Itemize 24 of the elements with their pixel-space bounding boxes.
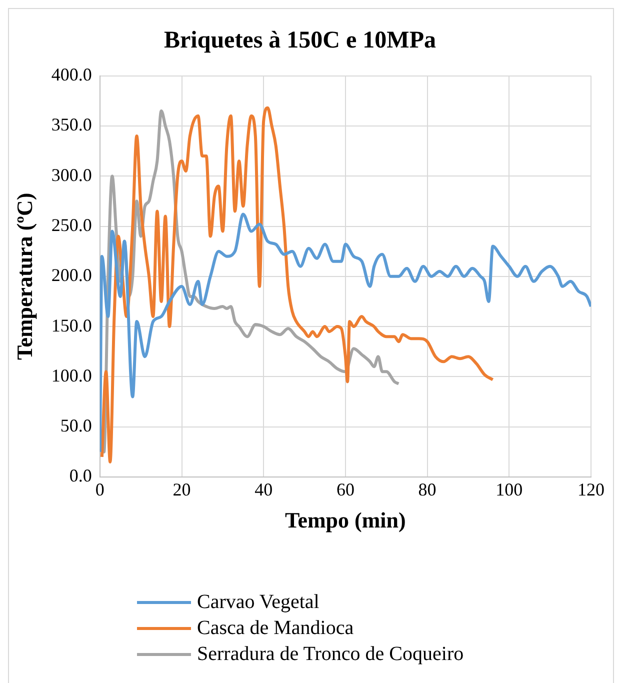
y-tick-label: 250.0: [51, 214, 92, 235]
y-tick-label: 100.0: [51, 365, 92, 386]
y-tick-label: 300.0: [51, 164, 92, 185]
chart-title: Briquetes à 150C e 10MPa: [164, 28, 436, 54]
line-series: [100, 212, 591, 454]
x-tick-label: 60: [336, 480, 354, 500]
y-tick-label: 200.0: [51, 265, 92, 286]
legend-label: Casca de Mandioca: [197, 616, 354, 640]
legend-label: Serradura de Tronco de Coqueiro: [197, 642, 464, 666]
legend-label: Carvao Vegetal: [197, 590, 320, 614]
y-tick-label: 350.0: [51, 114, 92, 135]
y-tick-label: 150.0: [51, 315, 92, 336]
x-axis-title: Tempo (min): [285, 507, 406, 532]
x-tick-label: 40: [254, 480, 273, 500]
x-tick-label: 120: [578, 480, 604, 500]
y-tick-label: 400.0: [51, 64, 92, 85]
x-tick-label: 80: [418, 480, 436, 500]
y-tick-label: 0.0: [69, 466, 92, 486]
line-series: [100, 106, 494, 464]
y-axis-title: Temperatura (ºC): [12, 192, 37, 360]
y-tick-label: 50.0: [60, 416, 92, 436]
x-tick-label: 0: [95, 480, 104, 500]
x-tick-label: 20: [172, 480, 191, 500]
x-tick-label: 100: [496, 480, 523, 500]
